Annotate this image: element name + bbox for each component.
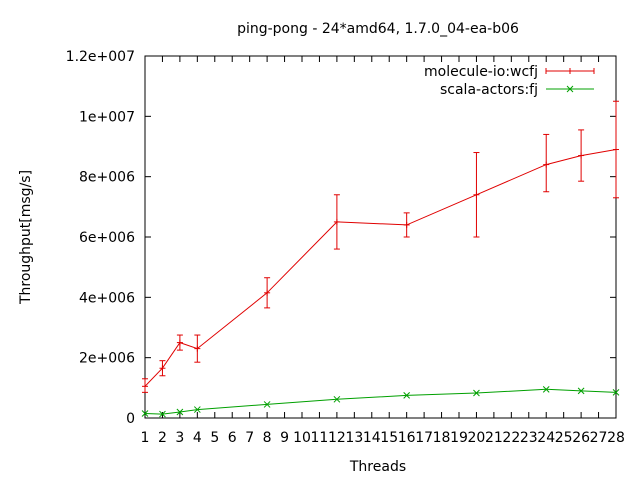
x-tick-label: 23 (520, 430, 538, 446)
data-point (612, 389, 620, 396)
x-tick-label: 2 (158, 430, 167, 446)
data-point (141, 410, 149, 417)
series-0 (142, 100, 619, 393)
series-1 (141, 385, 620, 418)
legend-marker (566, 85, 574, 93)
x-tick-label: 9 (280, 430, 289, 446)
series-line (144, 388, 617, 415)
x-tick-label: 27 (590, 430, 608, 446)
x-tick-label: 16 (398, 430, 416, 446)
x-tick-label: 15 (380, 430, 398, 446)
data-point (542, 385, 550, 393)
data-point (159, 410, 166, 418)
x-tick-label: 21 (485, 430, 503, 446)
x-tick-label: 14 (363, 430, 381, 446)
x-tick-label: 22 (502, 430, 520, 446)
x-tick-label: 25 (555, 430, 573, 446)
x-tick-label: 28 (607, 430, 625, 446)
x-tick-label: 24 (537, 430, 555, 446)
x-tick-label: 8 (263, 430, 272, 446)
plot-border (144, 55, 617, 419)
x-tick-label: 17 (415, 430, 433, 446)
legend: molecule-io:wcfj scala-actors:fj (424, 64, 595, 98)
y-axis-label: Throughput[msg/s] (18, 170, 34, 305)
x-tick-label: 11 (311, 430, 329, 446)
y-tick-label: 0 (126, 411, 135, 427)
x-tick-label: 26 (572, 430, 590, 446)
x-tick-label: 19 (450, 430, 468, 446)
y-tick-label: 1.2e+007 (66, 49, 135, 65)
x-axis-label: Threads (349, 459, 406, 475)
series-line (144, 149, 617, 387)
x-tick-label: 5 (210, 430, 219, 446)
x-tick-label: 7 (245, 430, 254, 446)
x-tick-label: 13 (345, 430, 363, 446)
x-tick-label: 1 (141, 430, 150, 446)
x-tick-label: 10 (293, 430, 311, 446)
x-tick-label: 18 (433, 430, 451, 446)
legend-label: scala-actors:fj (440, 82, 538, 98)
legend-label: molecule-io:wcfj (424, 64, 538, 80)
data-point (577, 387, 585, 395)
y-tick-label: 4e+006 (79, 290, 135, 306)
y-tick-label: 2e+006 (79, 351, 135, 367)
y-tick-label: 8e+006 (79, 170, 135, 186)
data-point (473, 389, 480, 397)
x-tick-label: 12 (328, 430, 346, 446)
data-point (176, 408, 184, 416)
data-point (333, 395, 341, 403)
chart-title: ping-pong - 24*amd64, 1.7.0_04-ea-b06 (237, 21, 519, 37)
data-point (193, 406, 201, 413)
y-tick-label: 1e+007 (79, 109, 135, 125)
y-tick-label: 6e+006 (79, 230, 135, 246)
x-tick-label: 3 (175, 430, 184, 446)
data-point (403, 392, 411, 399)
x-tick-label: 4 (193, 430, 202, 446)
x-tick-label: 20 (468, 430, 486, 446)
data-point (263, 401, 271, 408)
x-tick-label: 6 (228, 430, 237, 446)
